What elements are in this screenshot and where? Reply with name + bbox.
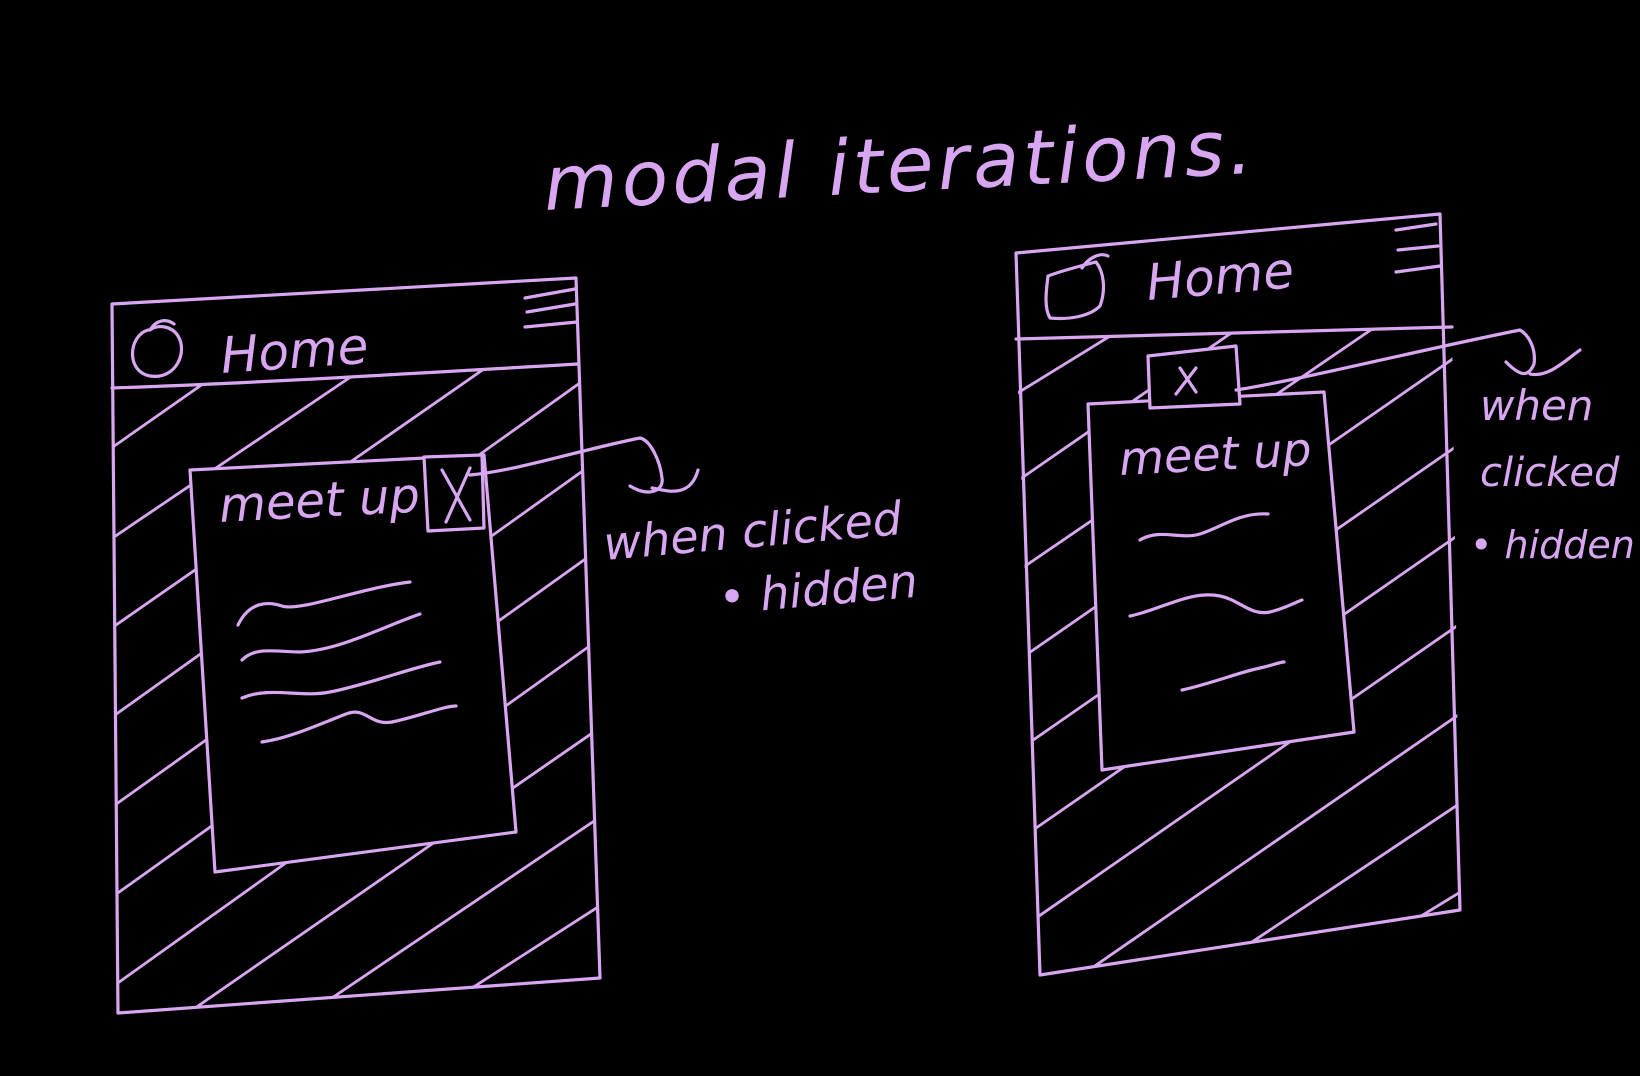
annotation-left-line2: • hidden [716,554,919,625]
header-title-right: Home [1144,241,1296,312]
annotation-right-line3: • hidden [1470,523,1635,567]
annotation-arrow-right [1234,328,1582,392]
modal-content-lines-left [236,580,458,744]
close-button-right[interactable] [1146,344,1242,410]
modal-title-left: meet up [218,468,421,534]
modal-content-lines-right [1128,512,1304,692]
modal-box-right [1086,390,1356,772]
close-icon-right [1174,366,1198,396]
modal-box-left [188,453,518,874]
logo-circle-icon [130,319,184,378]
sketch-title: modal iterations. [541,102,1258,228]
annotation-arrow-left [468,436,700,494]
hamburger-menu-icon [523,287,579,329]
frame-right: meet up Home when clicked • hidden [1014,212,1635,977]
modal-title-right: meet up [1118,422,1313,486]
annotation-right-line2: clicked [1480,450,1620,496]
frame-left: meet up Home when clicked • hidden [110,276,920,1015]
hamburger-menu-icon [1394,222,1442,274]
header-divider-right [1014,325,1454,341]
close-icon-left [440,466,472,524]
annotation-right-line1: when [1480,381,1593,430]
phone-frame-right [1014,212,1462,977]
logo-circle-icon [1044,253,1110,321]
phone-frame-left [110,276,602,1015]
header-title-left: Home [219,317,370,385]
header-divider-left [110,362,580,390]
